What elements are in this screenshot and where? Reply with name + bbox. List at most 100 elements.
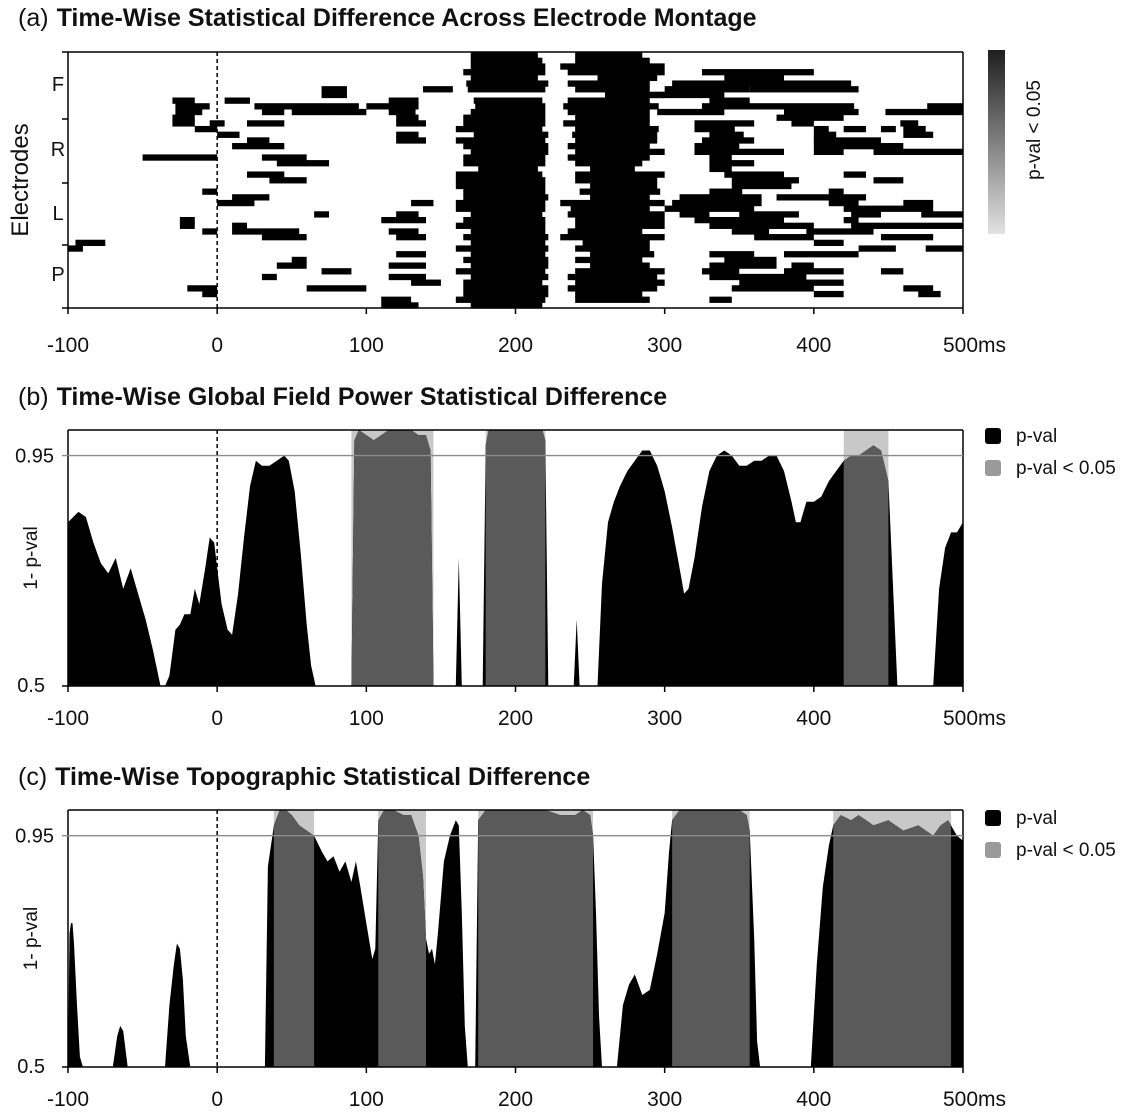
x-tick-label: 100 bbox=[349, 707, 384, 730]
significant-segment bbox=[679, 211, 710, 218]
legend-swatch bbox=[985, 428, 1001, 444]
y-axis-label: Electrodes bbox=[7, 123, 34, 236]
significant-segment bbox=[731, 228, 770, 235]
significant-segment bbox=[306, 285, 367, 292]
significant-segment bbox=[664, 86, 750, 93]
legend-swatch bbox=[985, 842, 1001, 858]
significant-segment bbox=[813, 137, 881, 144]
significant-segment bbox=[224, 97, 250, 104]
significant-segment bbox=[411, 199, 434, 207]
electrode-group-label: L bbox=[52, 203, 63, 225]
panel-a-title: (a) Time-Wise Statistical Difference Acro… bbox=[18, 4, 757, 33]
significant-segment bbox=[724, 171, 784, 178]
significant-segment bbox=[396, 120, 426, 127]
significant-segment bbox=[455, 268, 546, 275]
significant-segment bbox=[473, 131, 549, 138]
significant-segment bbox=[567, 143, 650, 150]
significant-segment bbox=[590, 251, 655, 258]
significant-segment bbox=[463, 69, 546, 76]
significant-segment bbox=[925, 245, 963, 252]
significant-segment bbox=[261, 234, 307, 241]
significant-segment bbox=[851, 222, 874, 229]
x-tick-label: 300 bbox=[647, 707, 682, 730]
significant-segment bbox=[276, 262, 307, 269]
legend-label: p-val bbox=[1016, 426, 1057, 447]
y-tick-label: 0.95 bbox=[15, 826, 54, 848]
significant-segment bbox=[175, 103, 210, 110]
significant-segment bbox=[575, 177, 658, 184]
significant-segment bbox=[247, 120, 285, 127]
significant-segment bbox=[366, 103, 419, 110]
x-tick-label: 200 bbox=[498, 1088, 533, 1111]
significant-segment bbox=[575, 222, 665, 229]
significant-segment bbox=[851, 211, 881, 218]
panel-b-title-text: Time-Wise Global Field Power Statistical… bbox=[56, 383, 668, 411]
significant-segment bbox=[582, 239, 650, 247]
significant-segment bbox=[261, 108, 285, 116]
significant-segment bbox=[314, 211, 330, 218]
colorbar bbox=[988, 50, 1005, 234]
significant-segment bbox=[172, 114, 195, 121]
significant-segment bbox=[560, 63, 665, 70]
x-tick-label: 0 bbox=[211, 1088, 223, 1111]
electrode-group-label: P bbox=[51, 264, 64, 286]
significant-segment bbox=[921, 211, 963, 218]
significant-segment bbox=[694, 125, 735, 133]
significant-segment bbox=[791, 262, 814, 269]
significant-segment bbox=[291, 256, 307, 264]
significant-segment bbox=[396, 131, 419, 138]
significant-segment bbox=[560, 199, 665, 207]
significant-segment bbox=[672, 80, 852, 87]
significant-segment bbox=[597, 74, 658, 82]
legend-label: p-val < 0.05 bbox=[1016, 458, 1116, 479]
significant-segment bbox=[463, 160, 546, 167]
significant-segment bbox=[463, 290, 549, 298]
panel-a-heatmap: F R L P Electrodes -100 0 100 200 300 400 500ms p-va… bbox=[7, 50, 1045, 357]
significant-segment bbox=[731, 285, 814, 292]
significant-segment bbox=[880, 268, 904, 275]
significant-segment bbox=[232, 143, 285, 150]
significant-segment bbox=[423, 86, 453, 93]
significant-segment bbox=[470, 211, 543, 218]
significant-segment bbox=[903, 125, 926, 133]
legend-label: p-val bbox=[1016, 808, 1057, 829]
x-tick-label: 400 bbox=[796, 1088, 831, 1111]
significant-segment bbox=[567, 80, 650, 87]
significant-segment bbox=[575, 86, 650, 93]
significant-segment bbox=[179, 222, 195, 229]
significant-segment bbox=[470, 228, 546, 235]
significant-segment bbox=[463, 154, 546, 161]
significant-segment bbox=[567, 228, 643, 235]
significant-segment bbox=[455, 199, 546, 207]
significant-segment bbox=[455, 245, 549, 252]
significant-segment bbox=[396, 251, 426, 258]
significant-segment bbox=[321, 268, 352, 275]
significant-segment bbox=[455, 182, 546, 190]
significant-segment bbox=[175, 108, 203, 116]
significant-segment bbox=[247, 137, 270, 144]
significant-segment bbox=[900, 120, 919, 127]
significant-segment bbox=[784, 268, 844, 275]
significant-segment bbox=[880, 125, 896, 133]
significant-segment bbox=[567, 211, 665, 218]
significant-segment bbox=[463, 120, 546, 127]
significant-segment bbox=[709, 154, 732, 161]
significant-segment bbox=[749, 86, 859, 93]
significant-segment bbox=[455, 125, 543, 133]
significant-segment bbox=[388, 262, 426, 269]
significant-segment bbox=[575, 125, 659, 133]
x-tick-label: 400 bbox=[796, 334, 831, 357]
significant-segment bbox=[411, 279, 441, 286]
significant-segment bbox=[701, 268, 740, 275]
panel-b-title: (b) Time-Wise Global Field Power Statisti… bbox=[18, 383, 667, 412]
significant-segment bbox=[575, 114, 650, 121]
significant-segment bbox=[590, 262, 650, 269]
significant-segment bbox=[217, 199, 255, 207]
x-tick-label: 200 bbox=[498, 334, 533, 357]
significant-segment bbox=[261, 154, 307, 161]
significant-segment bbox=[731, 182, 792, 190]
significant-segment bbox=[575, 148, 665, 155]
significant-segment bbox=[873, 148, 963, 155]
significant-segment bbox=[563, 120, 650, 127]
significant-segment bbox=[388, 97, 419, 104]
